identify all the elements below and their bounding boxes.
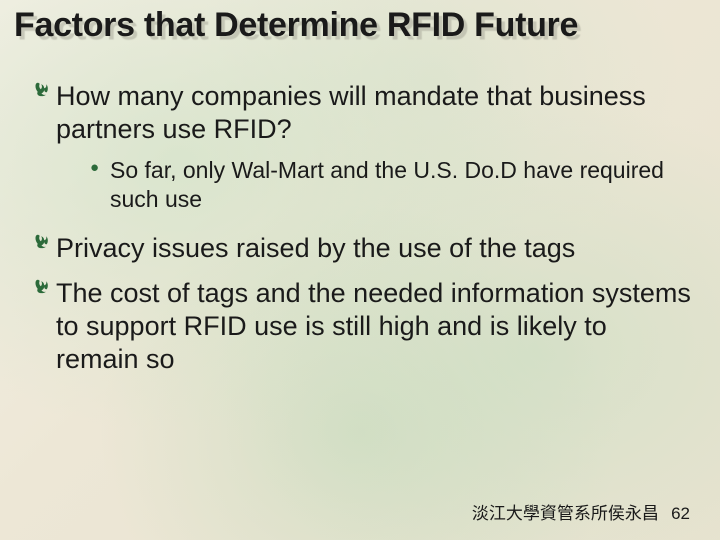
slide-title: Factors that Determine RFID Future — [14, 6, 706, 45]
section-bullet-icon — [34, 82, 56, 97]
bullet-text: So far, only Wal-Mart and the U.S. Do.D … — [110, 156, 692, 214]
page-number: 62 — [671, 504, 690, 523]
bullet-level2: ● So far, only Wal-Mart and the U.S. Do.… — [90, 156, 692, 214]
slide-footer: 淡江大學資管系所侯永昌 62 — [472, 499, 690, 524]
bullet-level1: The cost of tags and the needed informat… — [34, 277, 692, 376]
section-bullet-icon — [34, 234, 56, 249]
bullet-text: The cost of tags and the needed informat… — [56, 277, 692, 376]
section-bullet-icon — [34, 279, 56, 294]
bullet-text: Privacy issues raised by the use of the … — [56, 232, 692, 265]
slide: Factors that Determine RFID Future How m… — [0, 0, 720, 540]
bullet-level1: How many companies will mandate that bus… — [34, 80, 692, 214]
slide-body: How many companies will mandate that bus… — [34, 80, 692, 388]
bullet-text: How many companies will mandate that bus… — [56, 80, 692, 146]
round-bullet-icon: ● — [90, 159, 110, 176]
bullet-level1: Privacy issues raised by the use of the … — [34, 232, 692, 265]
footer-credit: 淡江大學資管系所侯永昌 — [472, 504, 659, 523]
